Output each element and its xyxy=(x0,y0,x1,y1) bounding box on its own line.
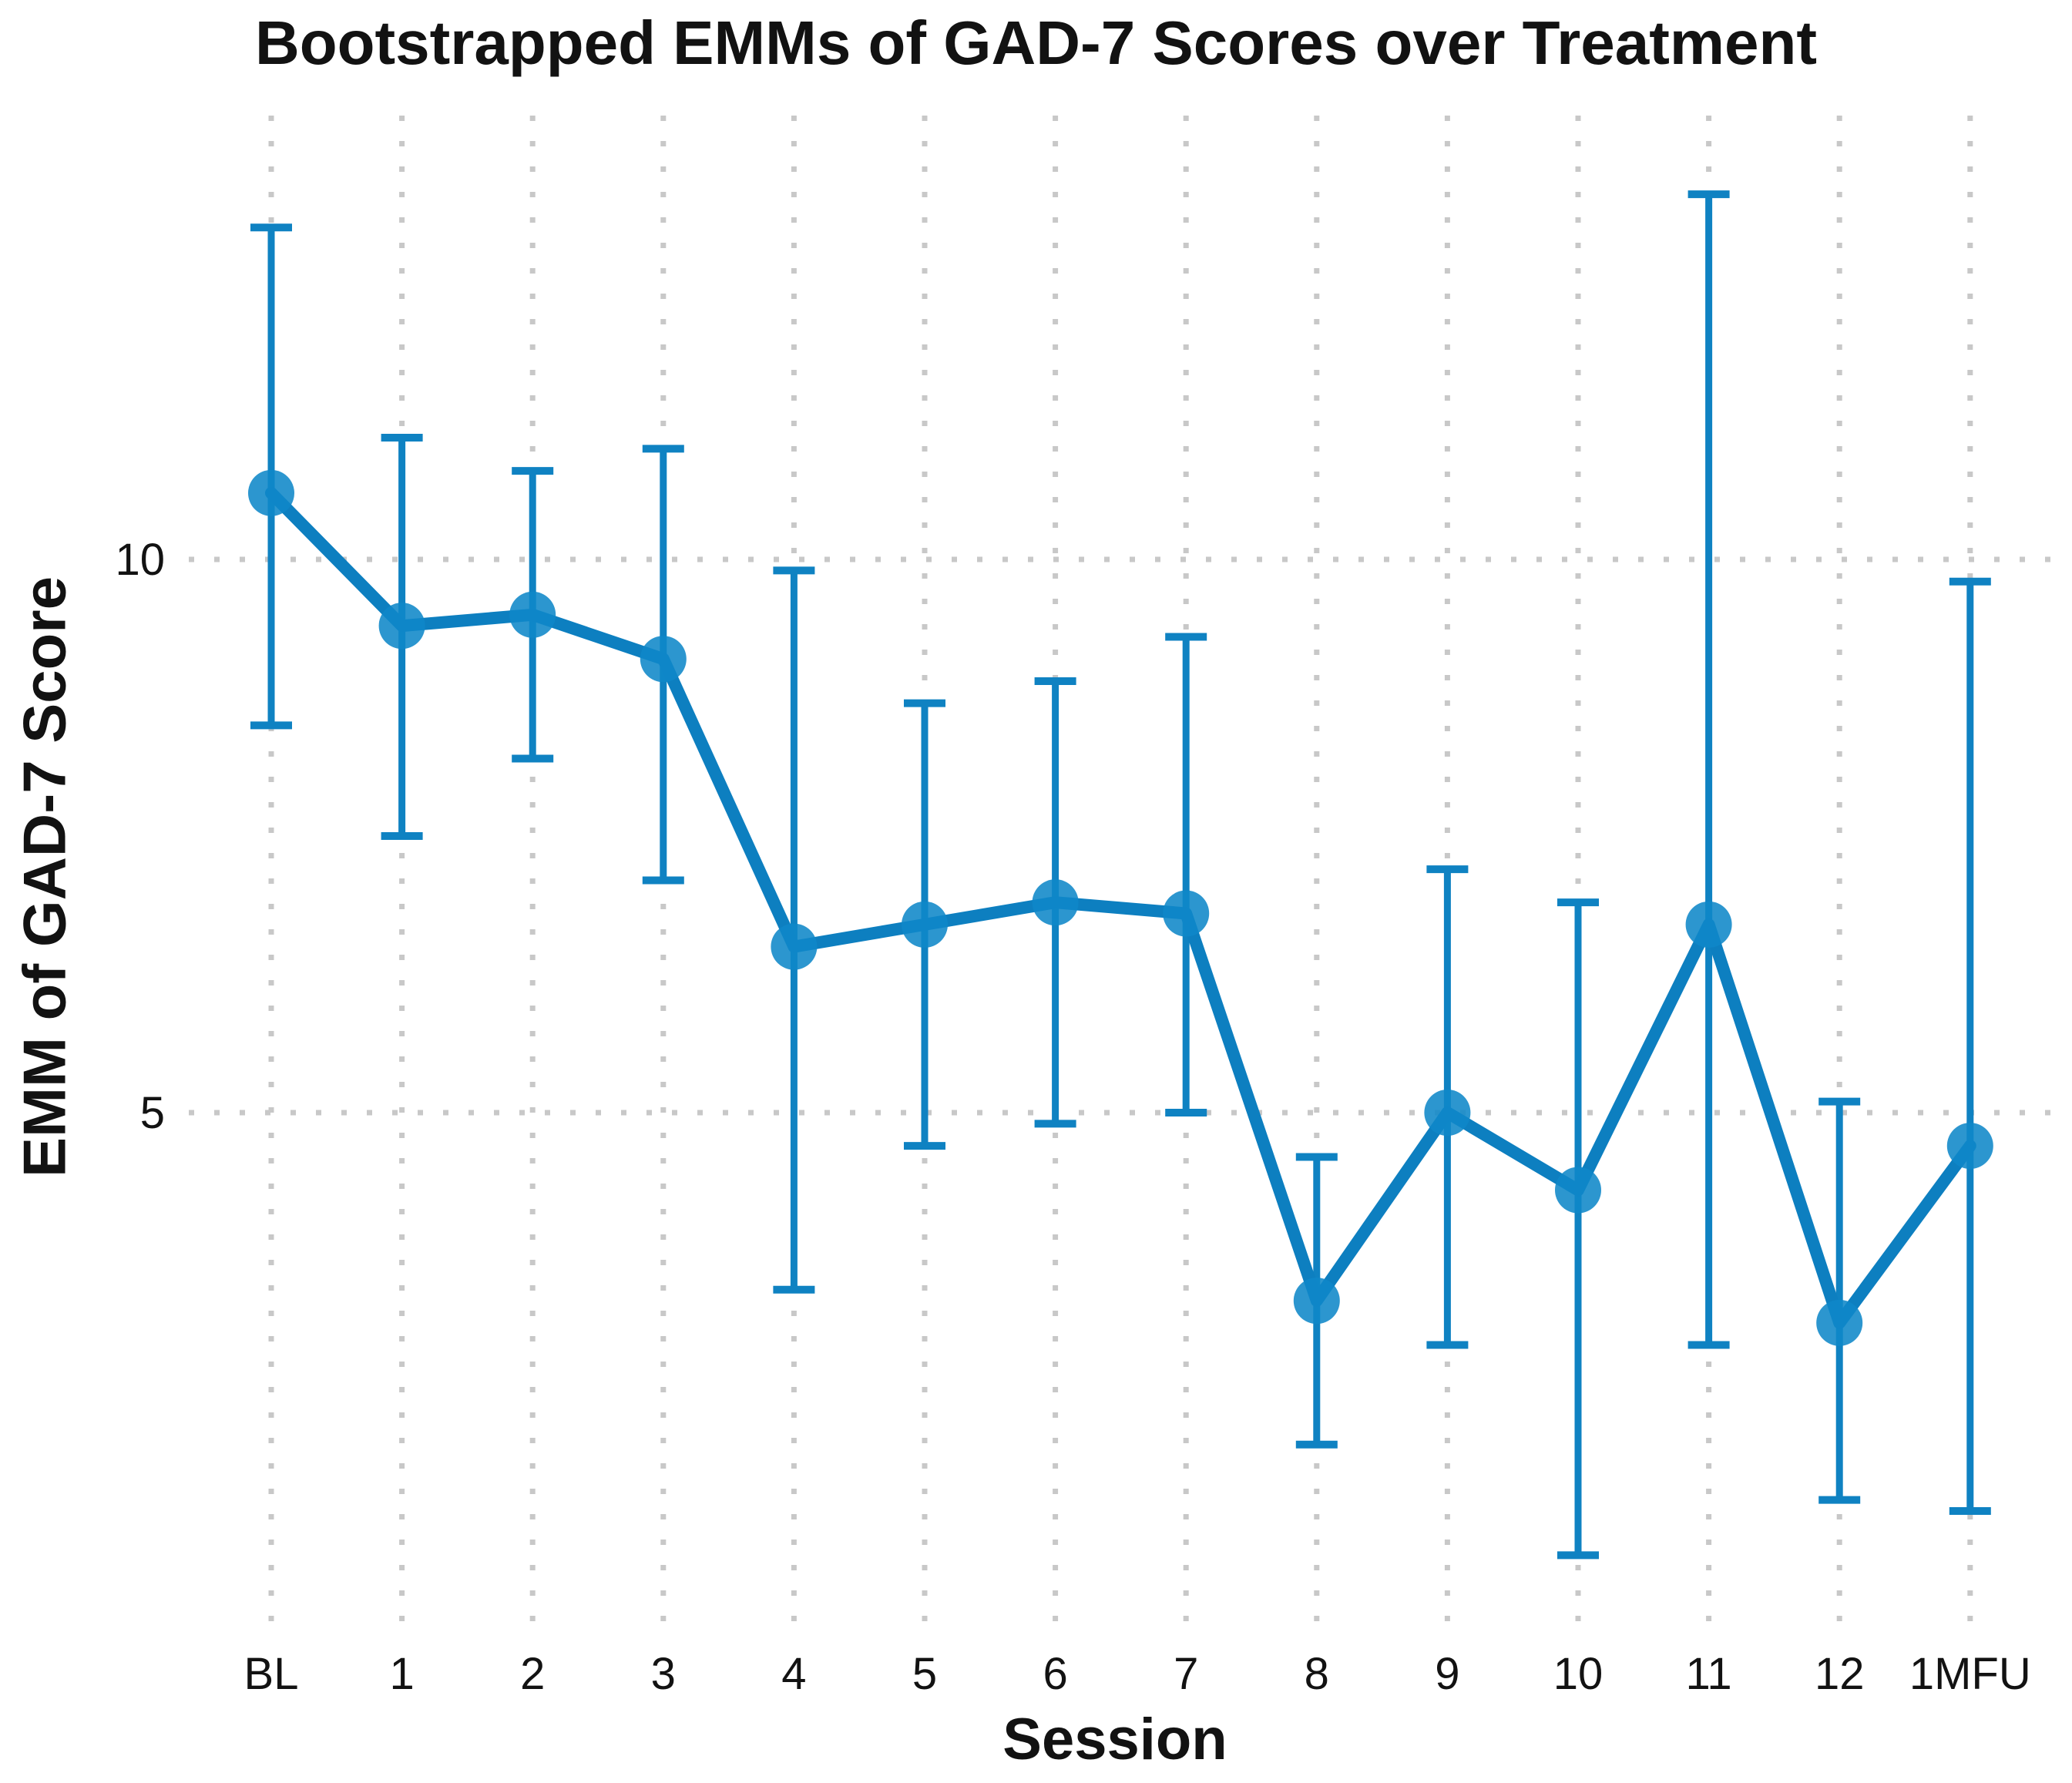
x-tick-label: 11 xyxy=(1685,1649,1731,1699)
x-tick-label: 5 xyxy=(912,1649,937,1699)
x-tick-label: 10 xyxy=(1553,1649,1604,1699)
x-tick-label: 3 xyxy=(651,1649,676,1699)
data-point xyxy=(1816,1299,1863,1346)
x-tick-label: BL xyxy=(244,1649,299,1699)
data-point xyxy=(248,469,294,516)
x-tick-label: 1MFU xyxy=(1909,1649,2031,1699)
data-point xyxy=(1685,901,1732,948)
x-tick-label: 6 xyxy=(1043,1649,1067,1699)
x-axis-label: Session xyxy=(1002,1707,1227,1772)
data-point xyxy=(1555,1167,1601,1214)
x-tick-label: 8 xyxy=(1305,1649,1329,1699)
data-point xyxy=(1032,879,1079,926)
data-point xyxy=(378,603,425,650)
x-tick-label: 7 xyxy=(1174,1649,1198,1699)
data-point xyxy=(1946,1123,1993,1170)
y-tick-label: 10 xyxy=(115,535,165,585)
x-tick-label: 9 xyxy=(1435,1649,1459,1699)
data-point xyxy=(1293,1278,1340,1325)
data-point xyxy=(771,923,818,970)
x-tick-label: 12 xyxy=(1815,1649,1865,1699)
data-point xyxy=(1163,890,1210,937)
x-tick-label: 4 xyxy=(781,1649,806,1699)
chart-title: Bootstrapped EMMs of GAD-7 Scores over T… xyxy=(254,8,1818,77)
data-point xyxy=(640,636,687,683)
data-point xyxy=(1424,1090,1471,1136)
x-tick-label: 1 xyxy=(389,1649,414,1699)
data-point xyxy=(902,901,948,948)
y-tick-label: 5 xyxy=(140,1088,165,1138)
x-tick-label: 2 xyxy=(520,1649,545,1699)
data-point xyxy=(509,591,556,638)
